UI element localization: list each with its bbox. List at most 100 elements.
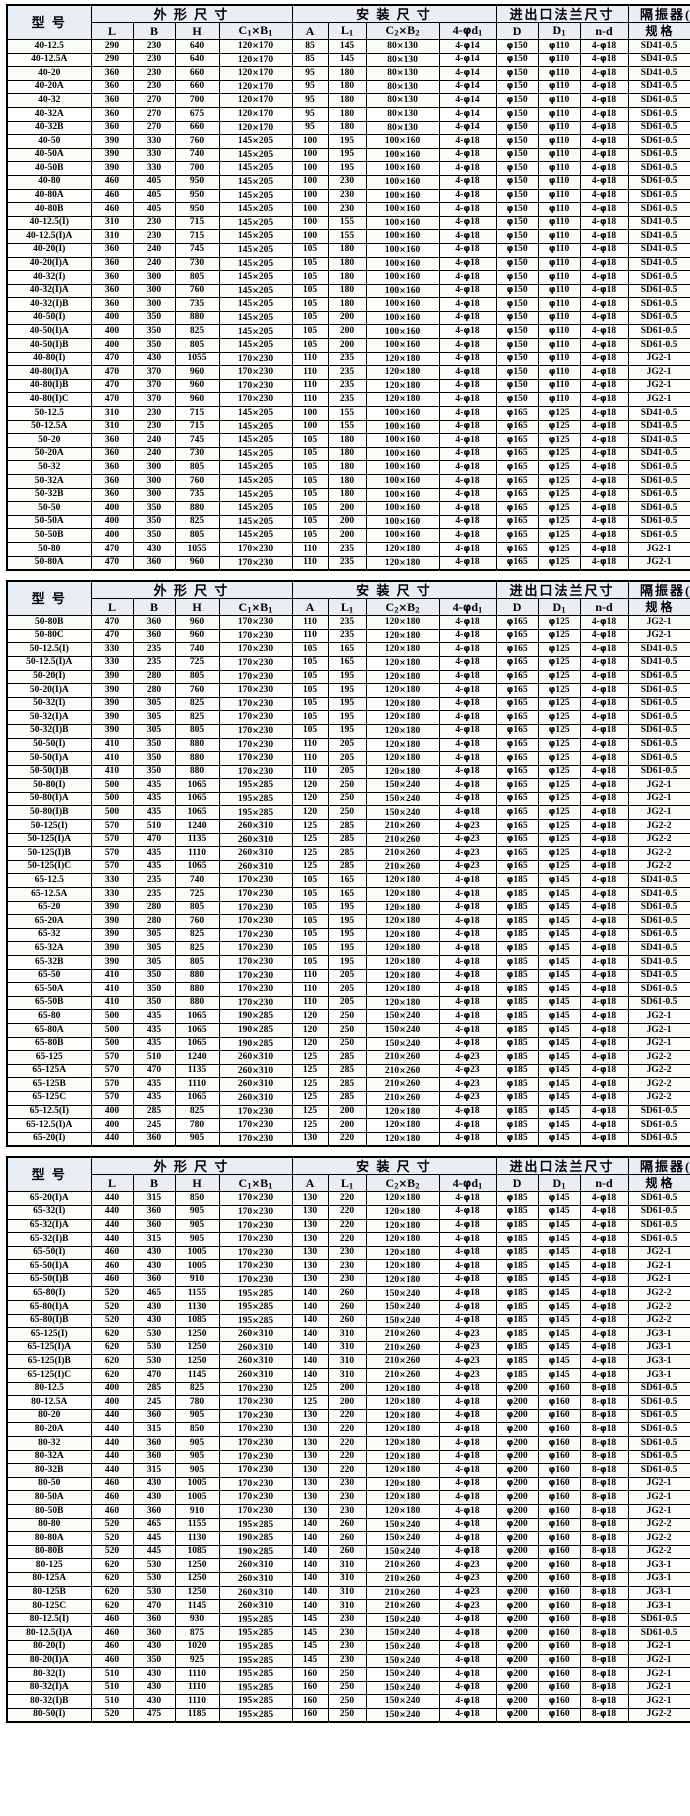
- cell-col-C1xB1: 195×285: [218, 1517, 293, 1533]
- cell-col-L1: 195: [327, 147, 367, 163]
- cell-col-H: 640: [174, 52, 220, 68]
- table-row: 50-80B 470 360 960 170×230 110 235 120×180 4-φ18…: [6, 615, 690, 630]
- cell-col-C1xB1: 145×205: [218, 324, 293, 340]
- cell-col-A: 100: [291, 161, 329, 176]
- cell-col-D1: φ145: [537, 995, 581, 1011]
- cell-col-spec: SD41-0.5: [627, 642, 690, 657]
- cell-col-C2xB2: 120×180: [365, 1395, 440, 1410]
- cell-model: 80-32: [6, 1436, 92, 1451]
- cell-col-n-d: 4-φ18: [579, 1118, 629, 1133]
- cell-model: 50-80C: [6, 628, 92, 644]
- cell-col-L: 360: [90, 270, 134, 285]
- table-row: 80-12.5A 400 245 780 170×230 125 200 120×180 4-φ…: [6, 1395, 690, 1410]
- table-row: 65-50(I) 460 430 1005 170×230 130 230 120×180 4-…: [6, 1245, 690, 1261]
- cell-col-C1xB1: 170×230: [218, 1490, 293, 1505]
- cell-col-C1xB1: 190×285: [218, 1022, 293, 1038]
- cell-col-A: 125: [291, 1063, 329, 1079]
- cell-col-A: 140: [291, 1354, 329, 1370]
- cell-col-C1xB1: 145×205: [218, 338, 293, 353]
- cell-col-H: 905: [174, 1232, 220, 1247]
- cell-model: 40-20(I): [6, 242, 92, 258]
- cell-col-B: 430: [132, 351, 176, 367]
- cell-col-D: φ185: [495, 1191, 539, 1206]
- cell-col-n-d: 4-φ18: [579, 283, 629, 299]
- cell-col-D: φ200: [495, 1395, 539, 1410]
- cell-model: 50-80(I)A: [6, 791, 92, 807]
- cell-col-n-d: 4-φ18: [579, 79, 629, 95]
- cell-col-4phid1: 4-φ18: [438, 1104, 497, 1120]
- cell-col-B: 370: [132, 378, 176, 394]
- cell-col-L1: 285: [327, 1090, 367, 1106]
- cell-col-4phid1: 4-φ18: [438, 283, 497, 299]
- cell-col-A: 145: [291, 1653, 329, 1669]
- cell-col-H: 960: [174, 555, 220, 571]
- cell-col-C2xB2: 150×240: [365, 1022, 440, 1038]
- cell-col-4phid1: 4-φ18: [438, 737, 497, 753]
- cell-col-4phid1: 4-φ14: [438, 79, 497, 95]
- cell-col-A: 95: [291, 120, 329, 136]
- cell-col-D: φ185: [495, 1036, 539, 1052]
- cell-col-B: 430: [132, 1490, 176, 1505]
- cell-col-D: φ200: [495, 1408, 539, 1424]
- cell-col-H: 905: [174, 1131, 220, 1147]
- cell-col-D1: φ110: [537, 392, 581, 408]
- cell-col-spec: SD41-0.5: [627, 66, 690, 81]
- cell-col-C1xB1: 195×285: [218, 1694, 293, 1709]
- cell-col-spec: SD41-0.5: [627, 52, 690, 68]
- cell-col-4phid1: 4-φ23: [438, 859, 497, 875]
- cell-col-L1: 145: [327, 52, 367, 68]
- cell-model: 65-125: [6, 1050, 92, 1065]
- cell-col-n-d: 4-φ18: [579, 846, 629, 861]
- cell-col-n-d: 4-φ18: [579, 1204, 629, 1220]
- cell-col-n-d: 4-φ18: [579, 655, 629, 671]
- cell-col-C2xB2: 150×240: [365, 791, 440, 807]
- cell-col-4phid1: 4-φ18: [438, 1667, 497, 1682]
- cell-col-C2xB2: 150×240: [365, 1694, 440, 1709]
- cell-col-A: 100: [291, 188, 329, 204]
- cell-col-4phid1: 4-φ18: [438, 642, 497, 657]
- cell-col-D: φ150: [495, 106, 539, 122]
- cell-col-H: 700: [174, 93, 220, 108]
- cell-col-D1: φ145: [537, 1022, 581, 1038]
- cell-model: 40-12.5(I)A: [6, 229, 92, 244]
- cell-col-4phid1: 4-φ23: [438, 1063, 497, 1079]
- cell-col-A: 110: [291, 737, 329, 753]
- cell-col-D1: φ145: [537, 1204, 581, 1220]
- cell-col-4phid1: 4-φ18: [438, 887, 497, 902]
- cell-col-C2xB2: 120×180: [365, 696, 440, 712]
- cell-col-spec: SD61-0.5: [627, 1204, 690, 1220]
- cell-col-D: φ185: [495, 955, 539, 970]
- cell-col-C2xB2: 120×180: [365, 1503, 440, 1519]
- table-row: 40-20(I)A 360 240 730 145×205 105 180 100×160 4-…: [6, 256, 690, 272]
- cell-col-C1xB1: 145×205: [218, 202, 293, 217]
- cell-col-H: 825: [174, 696, 220, 712]
- cell-col-n-d: 4-φ18: [579, 710, 629, 725]
- cell-col-C2xB2: 120×180: [365, 351, 440, 367]
- cell-col-4phid1: 4-φ18: [438, 1422, 497, 1437]
- cell-col-spec: JG2-2: [627, 1050, 690, 1065]
- cell-col-C1xB1: 170×230: [218, 1395, 293, 1410]
- cell-col-D: φ185: [495, 1077, 539, 1092]
- cell-col-D1: φ160: [537, 1408, 581, 1424]
- cell-col-4phid1: 4-φ18: [438, 1612, 497, 1628]
- cell-col-n-d: 4-φ18: [579, 215, 629, 231]
- cell-model: 40-50(I): [6, 310, 92, 326]
- cell-col-D1: φ160: [537, 1558, 581, 1573]
- cell-model: 50-32: [6, 460, 92, 475]
- table-body: 50-80B 470 360 960 170×230 110 235 120×180 4-φ18…: [6, 615, 690, 1147]
- table-row: 80-50B 460 360 910 170×230 130 230 120×180 4-φ18…: [6, 1503, 690, 1519]
- cell-col-L1: 165: [327, 887, 367, 902]
- table-row: 50-12.5(I)A 330 235 725 170×230 105 165 120×180…: [6, 655, 690, 671]
- cell-col-spec: SD61-0.5: [627, 270, 690, 285]
- header-col-D1: D1: [537, 22, 581, 40]
- cell-col-n-d: 4-φ18: [579, 66, 629, 81]
- table-row: 50-80(I)A 500 435 1065 195×285 120 250 150×240 4…: [6, 791, 690, 807]
- cell-col-D: φ200: [495, 1612, 539, 1628]
- table-row: 80-32(I)B 510 430 1110 195×285 160 250 150×240 4…: [6, 1694, 690, 1709]
- cell-col-C2xB2: 120×180: [365, 1436, 440, 1451]
- cell-col-spec: JG2-1: [627, 365, 690, 380]
- cell-col-4phid1: 4-φ18: [438, 927, 497, 943]
- cell-col-D: φ185: [495, 887, 539, 902]
- cell-col-C1xB1: 170×230: [218, 1408, 293, 1424]
- cell-col-D: φ150: [495, 351, 539, 367]
